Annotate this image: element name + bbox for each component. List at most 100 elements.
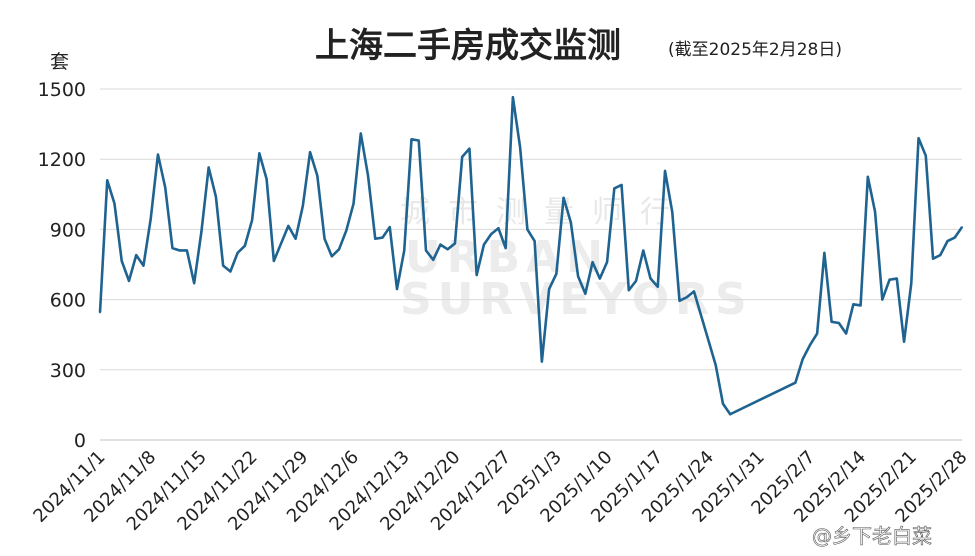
- data-point: [128, 279, 130, 282]
- data-point: [338, 248, 340, 251]
- data-point: [483, 243, 485, 246]
- data-point: [693, 290, 695, 293]
- y-tick-label: 900: [50, 219, 86, 241]
- data-point: [845, 332, 847, 335]
- data-point: [859, 304, 862, 307]
- data-point: [714, 364, 717, 367]
- data-point: [323, 237, 326, 240]
- y-tick-label: 1200: [38, 149, 86, 171]
- data-point: [635, 279, 637, 282]
- data-point: [432, 258, 435, 261]
- data-point: [961, 226, 963, 228]
- data-point: [280, 242, 282, 245]
- data-point: [707, 339, 710, 342]
- y-axis-unit: 套: [50, 51, 69, 73]
- credit-text: @乡下老白菜: [812, 524, 932, 548]
- data-point: [903, 340, 905, 343]
- data-point: [215, 195, 217, 198]
- data-point: [533, 240, 536, 243]
- data-point: [345, 229, 348, 232]
- data-point: [149, 217, 152, 220]
- data-point: [294, 237, 297, 240]
- data-point: [461, 155, 464, 158]
- data-point: [200, 230, 203, 233]
- data-point: [425, 249, 427, 252]
- data-point: [837, 322, 840, 324]
- data-point: [157, 153, 159, 156]
- data-point: [403, 249, 406, 252]
- data-point: [794, 381, 797, 384]
- data-point: [613, 187, 616, 190]
- data-point: [946, 240, 949, 243]
- data-point: [330, 255, 333, 258]
- data-point: [729, 413, 732, 416]
- data-point: [222, 264, 225, 267]
- data-point: [569, 221, 572, 224]
- data-point: [881, 298, 884, 301]
- data-point: [801, 358, 804, 361]
- watermark-cn: 城市测量师行: [400, 195, 688, 230]
- series-line: [98, 95, 964, 416]
- y-tick-label: 600: [50, 290, 86, 312]
- y-tick-label: 300: [50, 360, 86, 382]
- series-layer: [98, 95, 964, 416]
- data-point: [664, 170, 666, 172]
- data-point: [866, 175, 869, 178]
- data-point: [164, 186, 167, 189]
- chart-title: 上海二手房成交监测: [315, 26, 621, 66]
- data-point: [207, 166, 210, 169]
- data-point: [953, 236, 956, 239]
- gridlines: [100, 88, 962, 441]
- data-point: [910, 282, 913, 285]
- data-point: [106, 179, 109, 182]
- data-point: [577, 275, 579, 278]
- data-point: [823, 251, 826, 254]
- data-point: [598, 277, 601, 280]
- data-point: [388, 226, 391, 228]
- data-point: [258, 152, 261, 155]
- data-point: [548, 288, 551, 290]
- data-point: [562, 196, 565, 199]
- data-point: [722, 402, 724, 405]
- data-point: [352, 202, 355, 205]
- data-point: [316, 174, 319, 177]
- data-point: [932, 257, 934, 260]
- data-point: [113, 202, 116, 205]
- data-point: [468, 147, 471, 150]
- data-point: [99, 311, 101, 314]
- data-point: [678, 299, 681, 302]
- data-point: [700, 315, 703, 317]
- data-point: [410, 138, 413, 141]
- x-tick-labels: 2024/11/12024/11/82024/11/152024/11/2220…: [29, 447, 971, 535]
- data-point: [309, 151, 311, 154]
- data-point: [490, 233, 493, 235]
- data-point: [171, 247, 174, 250]
- data-point: [439, 243, 442, 246]
- data-point: [475, 274, 478, 276]
- data-point: [120, 260, 123, 262]
- y-tick-label: 1500: [38, 79, 86, 101]
- data-point: [142, 264, 145, 267]
- data-point: [519, 146, 522, 149]
- data-point: [895, 277, 898, 280]
- data-point: [417, 139, 420, 142]
- data-point: [381, 236, 384, 239]
- data-point: [251, 219, 254, 221]
- data-point: [808, 344, 811, 347]
- data-point: [620, 184, 623, 186]
- y-tick-labels: 0 300 600 900 1200 1500: [38, 79, 86, 452]
- data-point: [555, 272, 558, 275]
- data-point: [642, 249, 645, 252]
- data-point: [830, 320, 833, 323]
- data-point: [359, 132, 362, 135]
- data-point: [584, 292, 587, 295]
- data-point: [511, 96, 514, 99]
- data-point: [396, 288, 398, 290]
- data-point: [816, 332, 819, 335]
- data-point: [526, 228, 529, 231]
- data-point: [186, 249, 188, 252]
- data-point: [649, 277, 652, 280]
- data-point: [272, 260, 275, 262]
- data-point: [193, 282, 196, 285]
- data-point: [924, 154, 927, 157]
